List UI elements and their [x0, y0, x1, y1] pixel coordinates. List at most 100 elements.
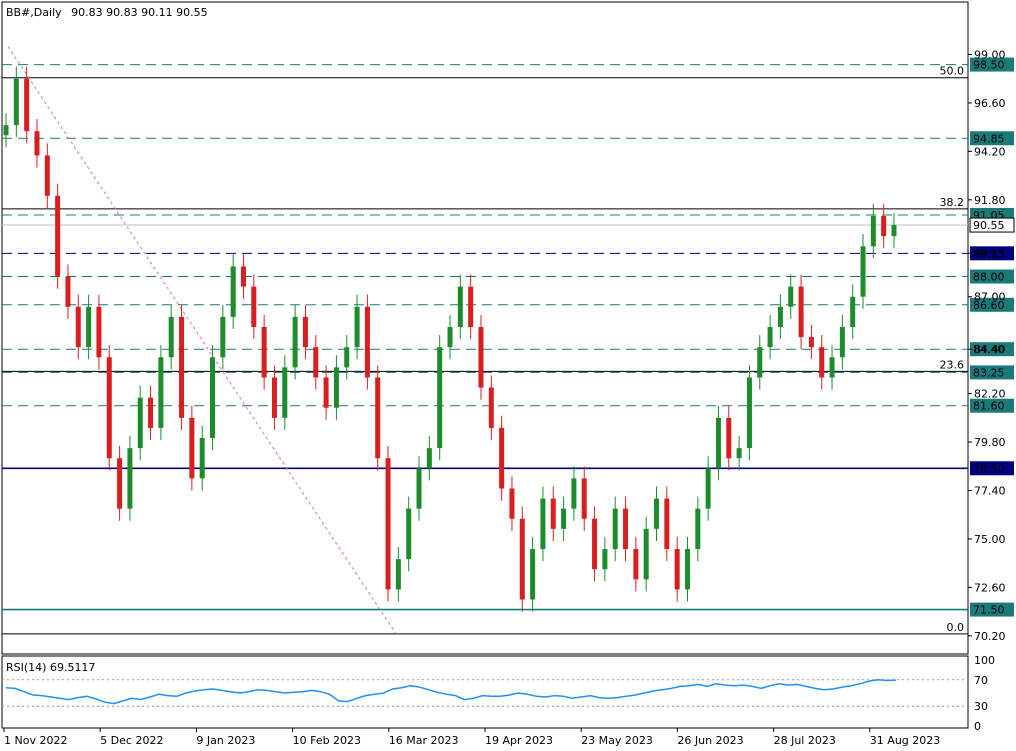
candle-body — [499, 427, 505, 489]
candle-body — [385, 458, 391, 590]
candle-body — [633, 549, 639, 580]
x-tick-label: 1 Nov 2022 — [4, 734, 67, 747]
level-price-box — [970, 365, 1014, 380]
level-price-box — [970, 398, 1014, 413]
candle-body — [148, 397, 154, 428]
y-tick-label: 77.40 — [974, 484, 1006, 497]
level-price-label: 81.60 — [973, 400, 1005, 413]
y-tick-label: 70.20 — [974, 630, 1006, 643]
x-tick-label: 19 Apr 2023 — [485, 734, 553, 747]
candle-body — [426, 448, 432, 469]
level-price-box — [970, 602, 1014, 617]
fib-level-label: 0.0 — [947, 621, 965, 634]
level-price-label: 83.25 — [973, 366, 1005, 379]
candle-body — [561, 508, 567, 529]
candle-body — [416, 468, 422, 509]
candle-body — [292, 316, 298, 368]
level-price-box — [970, 297, 1014, 312]
candle-body — [726, 417, 732, 459]
x-tick-label: 9 Jan 2023 — [196, 734, 255, 747]
level-price-box — [970, 57, 1014, 72]
candle-body — [757, 347, 763, 378]
candle-body — [550, 498, 556, 529]
x-tick-label: 5 Dec 2022 — [100, 734, 163, 747]
rsi-pane-frame — [1, 655, 969, 729]
x-tick-label: 16 Mar 2023 — [389, 734, 459, 747]
candle-body — [777, 306, 783, 327]
horizontal-levels — [2, 64, 968, 611]
candle-body — [44, 155, 50, 196]
candle-body — [881, 215, 887, 237]
candle-body — [24, 78, 30, 132]
candle-body — [808, 337, 814, 348]
candle-body — [602, 549, 608, 570]
fib-level-label: 50.0 — [940, 65, 965, 78]
candle-body — [406, 508, 412, 560]
level-price-label: 78.50 — [973, 462, 1005, 475]
candle-body — [158, 357, 164, 428]
rsi-header: RSI(14) 69.5117 — [6, 661, 95, 674]
candle-body — [654, 498, 660, 529]
candle-body — [746, 377, 752, 449]
rsi-line — [5, 679, 897, 705]
x-tick-label: 31 Aug 2023 — [870, 734, 940, 747]
candle-body — [891, 225, 897, 237]
x-tick-label: 23 May 2023 — [581, 734, 653, 747]
current-price-label: 90.55 — [973, 219, 1005, 232]
rsi-indicator: 100 70 30 0 — [2, 654, 995, 733]
candle-body — [581, 478, 587, 519]
candle-body — [271, 377, 277, 418]
candle-body — [375, 377, 381, 459]
y-tick-label: 99.00 — [974, 48, 1006, 61]
candle-body — [251, 286, 257, 327]
level-price-box — [970, 131, 1014, 146]
y-tick-label: 94.20 — [974, 145, 1006, 158]
rsi-tick-label: 70 — [974, 674, 988, 687]
candle-body — [829, 357, 835, 378]
candle-body — [695, 508, 701, 550]
candle-body — [705, 468, 711, 509]
candle-body — [117, 458, 123, 509]
candle-body — [788, 286, 794, 307]
rsi-tick-label: 30 — [974, 700, 988, 713]
candle-body — [478, 326, 484, 388]
candle-body — [674, 549, 680, 590]
candle-body — [488, 387, 494, 428]
y-tick-label: 75.00 — [974, 533, 1006, 546]
chart-header: BB#,Daily 90.83 90.83 90.11 90.55 — [6, 6, 208, 19]
candle-body — [240, 266, 246, 287]
candle-body — [3, 125, 9, 136]
candle-body — [302, 316, 308, 348]
candle-body — [664, 498, 670, 550]
candle-body — [65, 276, 71, 307]
candle-body — [798, 286, 804, 338]
candle-body — [395, 559, 401, 590]
candle-body — [34, 131, 40, 156]
y-tick-label: 72.60 — [974, 581, 1006, 594]
candle-body — [210, 357, 216, 439]
candle-body — [870, 215, 876, 247]
price-axis: 98.5094.8591.0589.1588.0086.6084.4083.25… — [968, 48, 1015, 643]
candle-body — [199, 438, 205, 479]
y-tick-label: 89.15 — [974, 247, 1006, 260]
candle-body — [592, 518, 598, 570]
candle-body — [767, 326, 773, 348]
y-tick-label: 87.00 — [974, 291, 1006, 304]
candle-body — [364, 306, 370, 378]
candle-body — [437, 347, 443, 449]
candle-body — [612, 508, 618, 550]
fib-level-label: 23.6 — [940, 358, 965, 371]
candle-body — [509, 488, 515, 519]
current-price-box — [969, 217, 1015, 233]
y-tick-label: 84.40 — [974, 343, 1006, 356]
rsi-tick-label: 100 — [974, 654, 995, 667]
candle-body — [354, 306, 360, 348]
ohlc-values: 90.83 90.83 90.11 90.55 — [71, 6, 207, 19]
candle-body — [179, 316, 185, 418]
candle-body — [540, 498, 546, 550]
candle-body — [137, 397, 143, 449]
x-tick-label: 10 Feb 2023 — [293, 734, 361, 747]
y-tick-label: 82.20 — [974, 388, 1006, 401]
candle-body — [684, 549, 690, 590]
candle-body — [519, 518, 525, 600]
